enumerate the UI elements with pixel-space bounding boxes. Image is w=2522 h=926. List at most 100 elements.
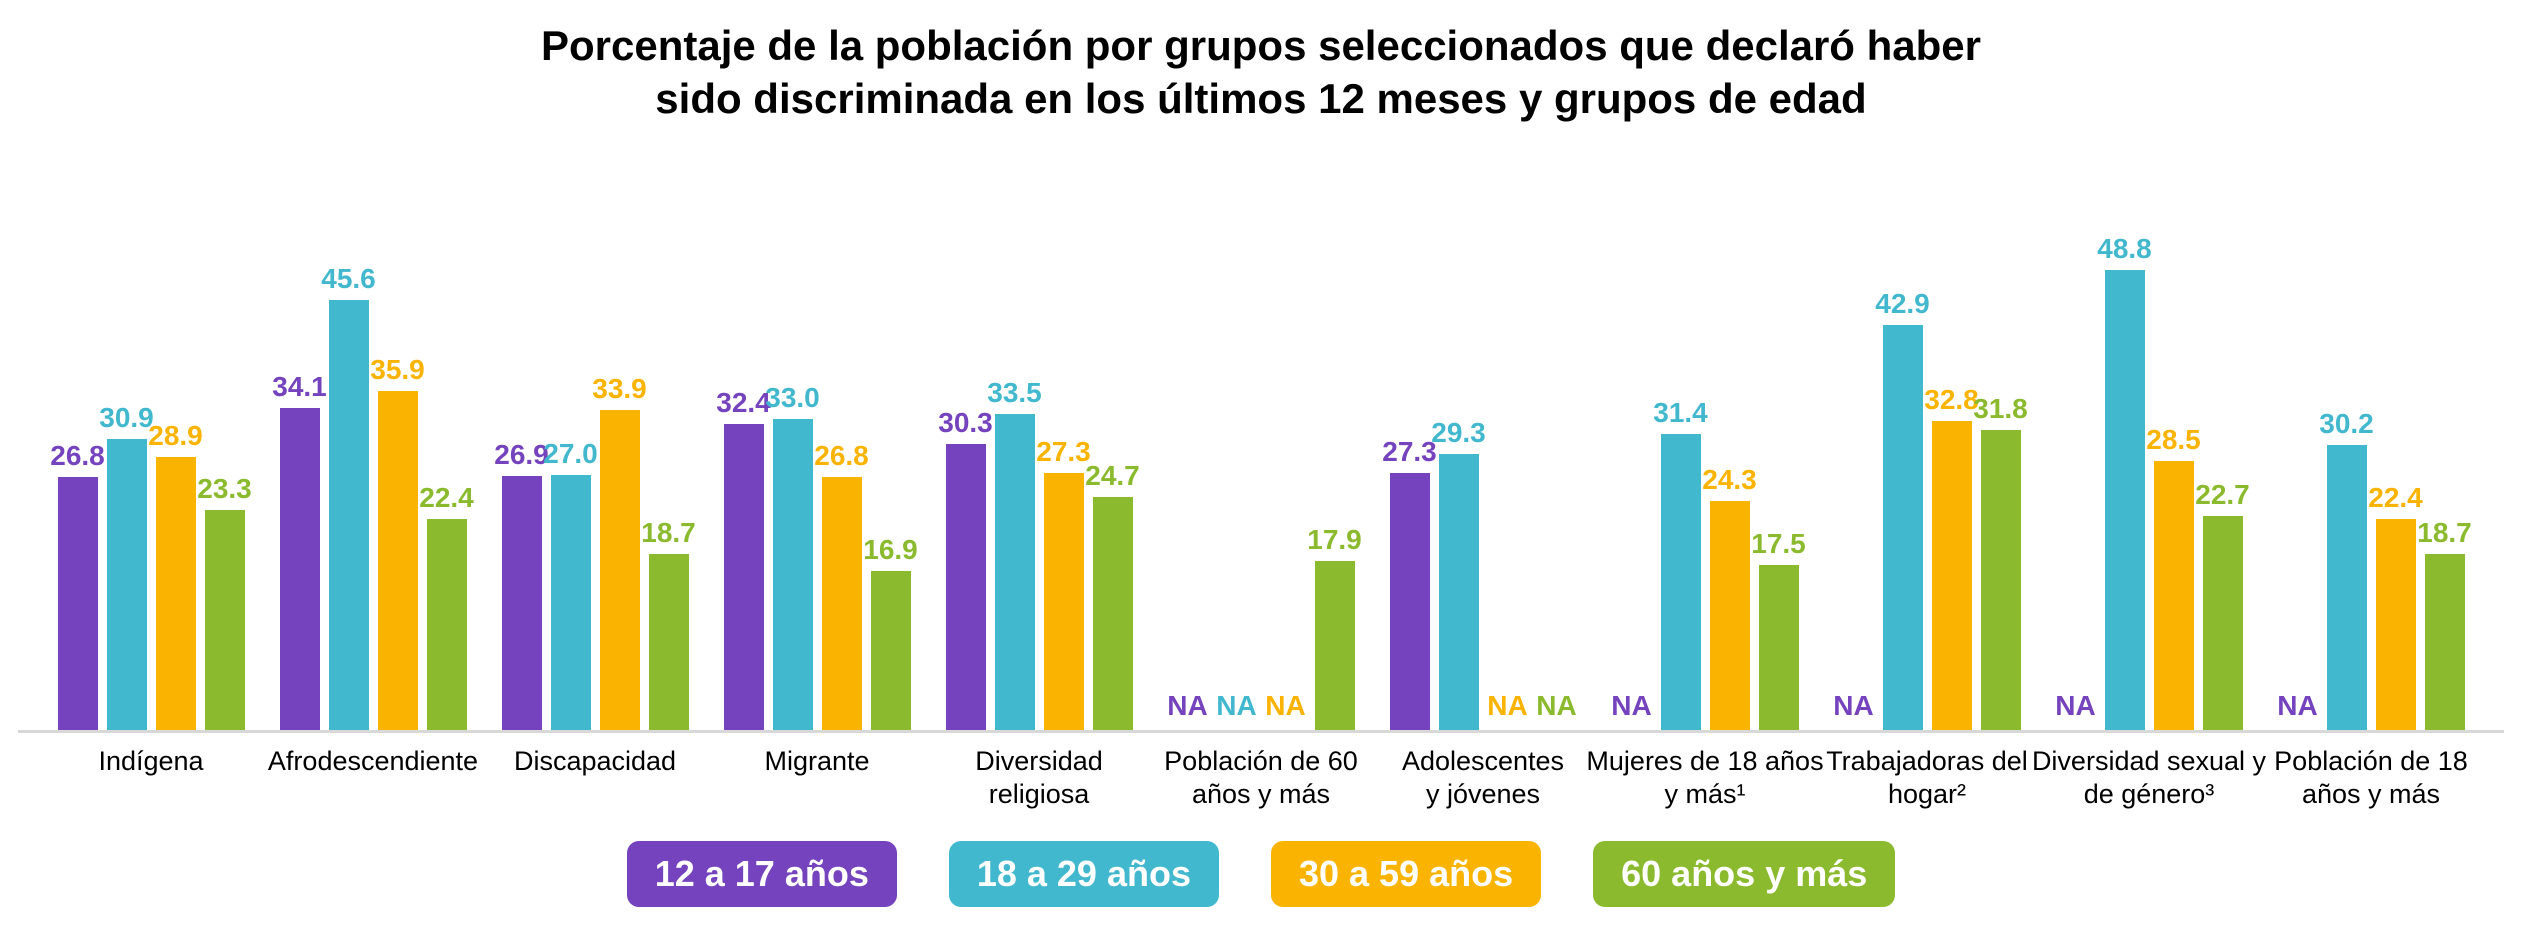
bar-slot: 29.3 xyxy=(1431,230,1486,730)
bar-slot: 32.8 xyxy=(1924,230,1979,730)
bar xyxy=(821,477,862,730)
bar-slot: 34.1 xyxy=(272,230,327,730)
bar-slot: NA xyxy=(2055,230,2096,730)
na-label: NA xyxy=(1611,690,1652,721)
bar-value-label: 18.7 xyxy=(641,517,696,548)
bar-value-label: 22.4 xyxy=(419,482,474,513)
bar xyxy=(155,457,196,730)
bar-slot: 27.3 xyxy=(1036,230,1091,730)
bar-slot: 26.8 xyxy=(50,230,105,730)
bar xyxy=(945,444,986,730)
bar xyxy=(994,414,1035,730)
category-cell: Discapacidad xyxy=(502,745,689,829)
category-group: NA 31.4 24.3 17.5 xyxy=(1611,230,1806,730)
bar xyxy=(723,424,764,730)
bar xyxy=(1314,561,1355,730)
bar-slot: NA xyxy=(1216,230,1257,730)
bar-slot: 22.4 xyxy=(419,230,474,730)
bar-value-label: 28.5 xyxy=(2146,424,2201,455)
bar-value-label: 48.8 xyxy=(2097,233,2152,264)
category-label: Trabajadoras del hogar² xyxy=(1826,746,2028,809)
bar xyxy=(2375,519,2416,730)
bar-value-label: 30.2 xyxy=(2319,408,2374,439)
bar-slot: 31.4 xyxy=(1653,230,1708,730)
bar xyxy=(1660,434,1701,730)
bar-slot: 16.9 xyxy=(863,230,918,730)
chart-title-line1: Porcentaje de la población por grupos se… xyxy=(540,22,1982,69)
bar-value-label: 31.4 xyxy=(1653,397,1708,428)
bar-value-label: 26.8 xyxy=(814,440,869,471)
bar xyxy=(2202,516,2243,730)
bar xyxy=(648,554,689,730)
bar-value-label: 22.4 xyxy=(2368,482,2423,513)
bar xyxy=(501,476,542,730)
category-cell: Población de 18 años y más xyxy=(2274,745,2468,829)
bar xyxy=(279,408,320,730)
bar-slot: 30.2 xyxy=(2319,230,2374,730)
bar-value-label: 34.1 xyxy=(272,371,327,402)
bar-slot: 33.5 xyxy=(987,230,1042,730)
bar-slot: 18.7 xyxy=(2417,230,2472,730)
bar xyxy=(2153,461,2194,730)
category-cell: Adolescentes y jóvenes xyxy=(1390,745,1577,829)
bar-chart: 26.8 30.9 28.9 23.3 34.1 45.6 35.9 22.4 26.9 27.0… xyxy=(0,230,2522,730)
bar-slot: 24.3 xyxy=(1702,230,1757,730)
bar-value-label: 23.3 xyxy=(197,473,252,504)
chart-title: Porcentaje de la población por grupos se… xyxy=(0,20,2522,125)
category-group: NA NA NA 17.9 xyxy=(1167,230,1362,730)
bar xyxy=(1389,473,1430,730)
bar-slot: NA xyxy=(1265,230,1306,730)
bar xyxy=(1882,325,1923,730)
na-label: NA xyxy=(1265,690,1306,721)
na-label: NA xyxy=(2055,690,2096,721)
bar-slot: 48.8 xyxy=(2097,230,2152,730)
category-label: Discapacidad xyxy=(513,746,677,776)
bar-value-label: 33.5 xyxy=(987,377,1042,408)
bar-slot: 33.9 xyxy=(592,230,647,730)
bar xyxy=(1709,501,1750,730)
bar-slot: NA xyxy=(1611,230,1652,730)
category-label: Población de 18 años y más xyxy=(2274,746,2468,809)
category-cell: Diversidad sexual y de género³ xyxy=(2032,745,2266,829)
bar-slot: 26.8 xyxy=(814,230,869,730)
bar-value-label: 32.8 xyxy=(1924,384,1979,415)
bar-value-label: 27.3 xyxy=(1036,436,1091,467)
bar xyxy=(426,519,467,730)
bar-slot: NA xyxy=(1487,230,1527,730)
bar-slot: 28.9 xyxy=(148,230,203,730)
na-label: NA xyxy=(1216,690,1257,721)
legend: 12 a 17 años 18 a 29 años 30 a 59 años 60 a… xyxy=(0,841,2522,907)
bar xyxy=(328,300,369,730)
bar xyxy=(106,439,147,730)
category-group: NA 30.2 22.4 18.7 xyxy=(2277,230,2472,730)
bar-slot: 24.7 xyxy=(1085,230,1140,730)
category-cell: Migrante xyxy=(724,745,911,829)
bar-slot: 22.7 xyxy=(2195,230,2250,730)
category-cell: Población de 60 años y más xyxy=(1164,745,1358,829)
bar-slot: 18.7 xyxy=(641,230,696,730)
bar-value-label: 27.3 xyxy=(1382,436,1437,467)
bar xyxy=(550,475,591,730)
chart-title-line2: sido discriminada en los últimos 12 mese… xyxy=(655,74,1867,122)
category-group: NA 42.9 32.8 31.8 xyxy=(1833,230,2028,730)
bar xyxy=(1758,565,1799,730)
bar-slot: 22.4 xyxy=(2368,230,2423,730)
bar-value-label: 18.7 xyxy=(2417,517,2472,548)
category-cell: Diversidad religiosa xyxy=(946,745,1133,829)
bar-value-label: 42.9 xyxy=(1875,288,1930,319)
category-labels-row: Indígena Afrodescendiente Discapacidad Migr… xyxy=(0,745,2522,829)
bar xyxy=(772,419,813,730)
bar-value-label: 17.9 xyxy=(1307,524,1362,555)
category-group: 30.3 33.5 27.3 24.7 xyxy=(938,230,1140,730)
bar-slot: 32.4 xyxy=(716,230,771,730)
category-group: NA 48.8 28.5 22.7 xyxy=(2055,230,2250,730)
bar-value-label: 22.7 xyxy=(2195,479,2250,510)
category-group: 27.3 29.3 NA NA xyxy=(1382,230,1577,730)
legend-item: 18 a 29 años xyxy=(948,841,1219,907)
bar xyxy=(1438,454,1479,730)
category-label: Población de 60 años y más xyxy=(1164,746,1358,809)
category-label: Indígena xyxy=(98,746,204,776)
bar-slot: 30.3 xyxy=(938,230,993,730)
category-group: 26.8 30.9 28.9 23.3 xyxy=(50,230,252,730)
bar-value-label: 29.3 xyxy=(1431,417,1486,448)
